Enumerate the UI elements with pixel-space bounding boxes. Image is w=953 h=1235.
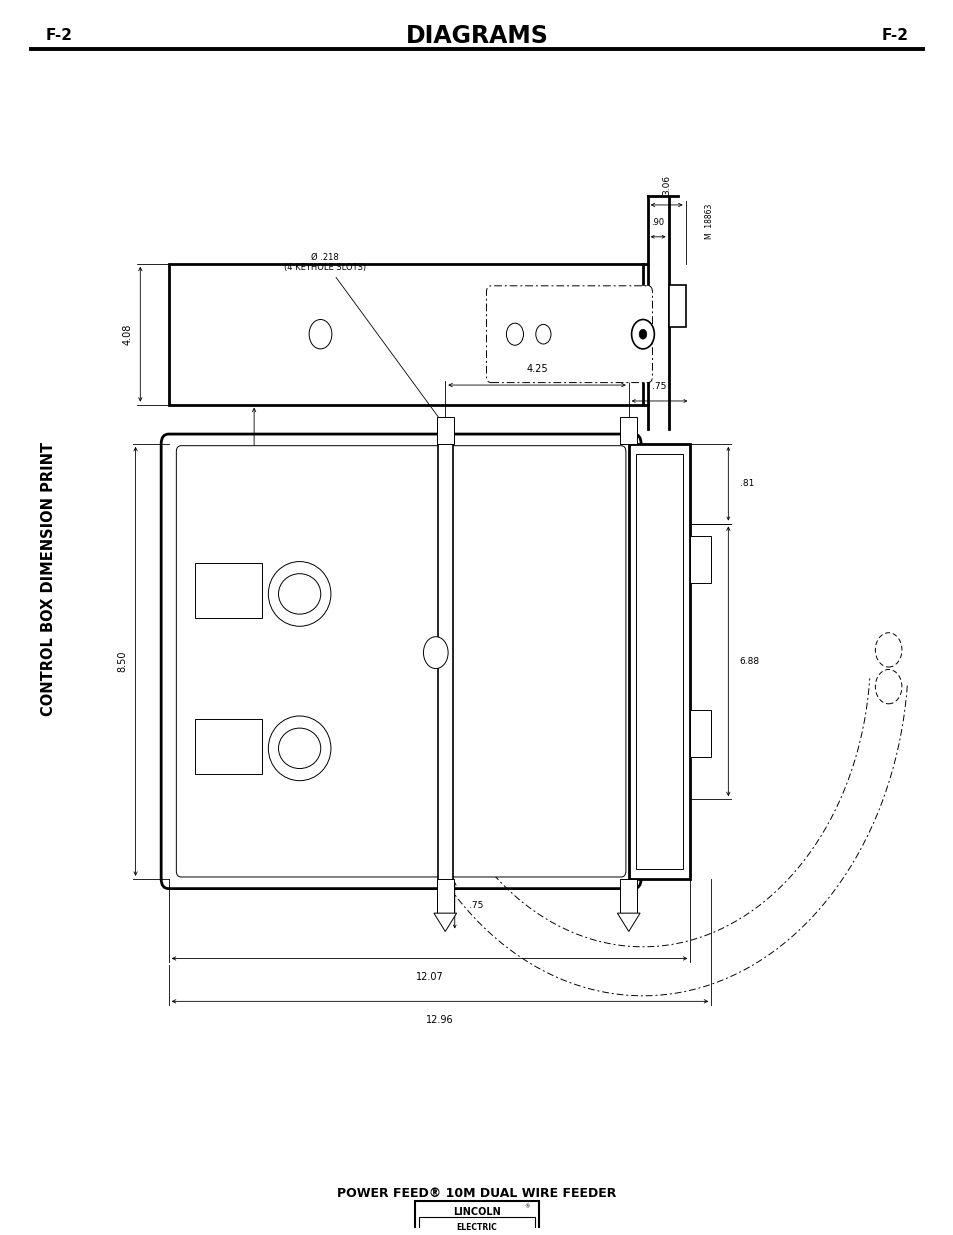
Ellipse shape [268, 716, 331, 781]
Text: 12.07: 12.07 [416, 972, 443, 982]
Text: 8.50: 8.50 [117, 651, 127, 672]
Text: F-2: F-2 [881, 28, 907, 43]
Text: Ø .218
(4 KEYHOLE SLOTS): Ø .218 (4 KEYHOLE SLOTS) [284, 253, 445, 427]
FancyBboxPatch shape [486, 285, 652, 383]
Text: M  18863: M 18863 [704, 204, 713, 240]
Ellipse shape [268, 562, 331, 626]
Bar [628, 443, 690, 879]
Bar [415, 1202, 538, 1235]
Bar [436, 879, 454, 913]
Text: ELECTRIC: ELECTRIC [456, 1223, 497, 1233]
Text: LINCOLN: LINCOLN [453, 1207, 500, 1216]
Text: CONTROL BOX DIMENSION PRINT: CONTROL BOX DIMENSION PRINT [41, 442, 55, 716]
Ellipse shape [278, 729, 320, 768]
Bar [619, 417, 637, 443]
Circle shape [631, 320, 654, 350]
Text: .75: .75 [469, 900, 483, 910]
Bar [668, 285, 685, 327]
Polygon shape [434, 913, 456, 931]
Circle shape [506, 324, 523, 346]
Polygon shape [617, 913, 639, 931]
Bar [195, 563, 261, 618]
Circle shape [423, 637, 448, 668]
Bar [169, 264, 642, 405]
Text: 4.08: 4.08 [123, 324, 132, 345]
Text: .75: .75 [652, 382, 666, 391]
Bar [636, 453, 682, 869]
Circle shape [875, 632, 901, 667]
Bar [418, 1218, 535, 1233]
Text: .81: .81 [739, 479, 753, 488]
Text: 3.86: 3.86 [236, 566, 247, 587]
Text: 12.96: 12.96 [426, 1015, 454, 1025]
FancyBboxPatch shape [161, 433, 640, 889]
Text: 4.25: 4.25 [526, 364, 547, 374]
Text: POWER FEED® 10M DUAL WIRE FEEDER: POWER FEED® 10M DUAL WIRE FEEDER [337, 1187, 616, 1200]
Bar [690, 710, 711, 757]
Text: 6.88: 6.88 [739, 657, 759, 666]
Text: DIAGRAMS: DIAGRAMS [405, 23, 548, 48]
Circle shape [536, 325, 551, 345]
Bar [619, 879, 637, 913]
Bar [437, 437, 453, 885]
Circle shape [309, 320, 332, 350]
FancyBboxPatch shape [176, 446, 625, 877]
Text: ®: ® [523, 1204, 529, 1210]
Bar [436, 417, 454, 443]
Ellipse shape [278, 574, 320, 614]
Bar [690, 536, 711, 583]
Text: 3.06: 3.06 [661, 175, 671, 195]
Bar [195, 719, 261, 774]
Circle shape [639, 330, 646, 340]
Text: F-2: F-2 [46, 28, 72, 43]
Circle shape [875, 669, 901, 704]
Text: .90: .90 [651, 219, 664, 227]
